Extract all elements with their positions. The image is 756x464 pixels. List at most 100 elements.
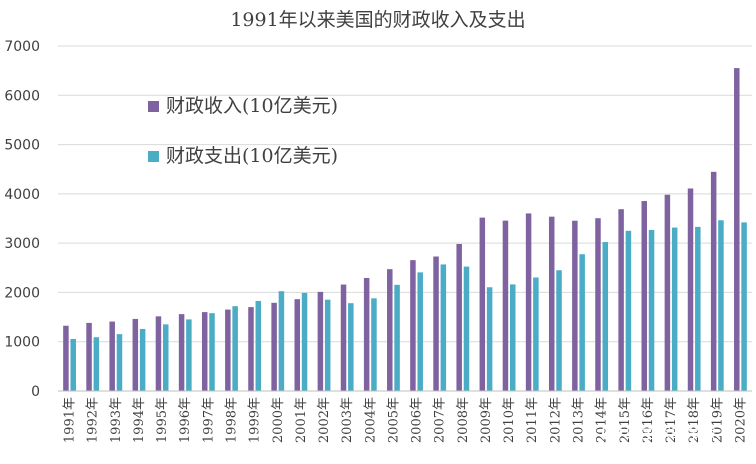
bar-expenditure-2000年 (278, 291, 285, 391)
x-tick-label: 2003年 (340, 397, 355, 443)
x-tick-label: 2001年 (294, 397, 309, 443)
y-tick-label: 7000 (4, 39, 40, 55)
x-tick-label: 2008年 (456, 397, 471, 443)
bar-expenditure-1998年 (232, 306, 238, 391)
bar-revenue-2003年 (340, 284, 347, 391)
x-tick-label: 1995年 (155, 397, 170, 443)
bar-expenditure-2010年 (510, 284, 516, 391)
x-tick-label: 1993年 (109, 397, 124, 443)
bar-revenue-2009年 (479, 217, 486, 391)
bar-revenue-2015年 (618, 209, 624, 391)
y-tick-label: 2000 (4, 285, 40, 301)
bar-expenditure-1999年 (255, 300, 262, 391)
bar-expenditure-1992年 (93, 337, 100, 391)
bar-revenue-1992年 (86, 322, 92, 391)
y-tick-label: 3000 (4, 236, 40, 252)
legend: 财政收入(10亿美元) 财政支出(10亿美元) (148, 95, 338, 167)
x-tick-label: 2009年 (479, 397, 494, 443)
x-tick-label: 2002年 (317, 397, 332, 443)
watermark-text: 财主家的余粮 (626, 424, 716, 442)
gridlines (58, 45, 752, 343)
bar-revenue-1998年 (225, 309, 231, 391)
y-tick-label: 0 (31, 384, 40, 400)
bar-expenditure-2007年 (440, 264, 447, 391)
x-tick-label: 2016年 (641, 397, 656, 443)
x-tick-label: 2007年 (433, 397, 448, 443)
bar-expenditure-1995年 (163, 324, 169, 391)
bar-expenditure-2004年 (371, 298, 377, 391)
legend-swatch (148, 101, 159, 112)
bar-expenditure-2015年 (625, 230, 632, 391)
bar-revenue-2017年 (664, 194, 671, 391)
x-tick-label: 1992年 (86, 397, 101, 443)
x-tick-label: 1996年 (178, 397, 193, 443)
bar-revenue-1999年 (248, 307, 254, 391)
bar-expenditure-2013年 (579, 254, 585, 391)
bar-expenditure-2019年 (718, 220, 724, 391)
x-tick-label: 1994年 (132, 397, 147, 443)
watermark: 财主家的余粮 (602, 422, 716, 442)
bar-expenditure-2005年 (394, 284, 400, 391)
bar-revenue-2011年 (525, 213, 532, 391)
x-tick-label: 2013年 (572, 397, 587, 443)
bars (63, 68, 747, 391)
bar-revenue-1996年 (178, 314, 185, 391)
legend-swatch (148, 151, 159, 162)
x-tick-label: 2012年 (548, 397, 563, 443)
bar-expenditure-2009年 (486, 287, 493, 391)
x-tick-label: 2019年 (710, 397, 725, 443)
bar-revenue-2019年 (710, 171, 717, 391)
x-tick-label: 2017年 (664, 397, 679, 443)
bar-expenditure-2001年 (301, 292, 308, 391)
bar-revenue-2006年 (410, 260, 416, 391)
bar-expenditure-2002年 (324, 299, 331, 391)
wechat-icon (602, 422, 622, 442)
bar-revenue-2014年 (595, 218, 601, 391)
bar-expenditure-2018年 (695, 226, 701, 391)
x-tick-label: 2018年 (687, 397, 702, 443)
bar-expenditure-2003年 (348, 303, 354, 391)
y-axis: 0 1000 2000 3000 4000 5000 6000 7000 (4, 39, 40, 400)
bar-expenditure-2012年 (556, 270, 562, 391)
bar-revenue-2002年 (317, 291, 324, 391)
bar-revenue-2018年 (687, 188, 694, 391)
y-tick-label: 1000 (4, 335, 40, 351)
bar-revenue-1991年 (63, 325, 69, 391)
bar-expenditure-2017年 (671, 227, 678, 391)
bar-revenue-2012年 (548, 216, 555, 391)
x-axis: 1991年 1992年 1993年 1994年 1995年 1996年 1997年 1998年… (63, 397, 749, 443)
bar-revenue-2000年 (271, 302, 277, 391)
bar-revenue-2016年 (641, 201, 647, 391)
bar-revenue-2010年 (502, 220, 509, 391)
x-tick-label: 2005年 (386, 397, 401, 443)
x-tick-label: 2010年 (502, 397, 517, 443)
x-tick-label: 2020年 (733, 397, 748, 443)
bar-expenditure-2011年 (533, 277, 539, 391)
bar-expenditure-1993年 (116, 334, 123, 391)
bar-expenditure-1991年 (70, 339, 76, 391)
bar-revenue-1994年 (132, 318, 139, 391)
x-tick-label: 1991年 (63, 397, 78, 443)
x-tick-label: 1998年 (225, 397, 240, 443)
bar-revenue-1993年 (109, 321, 115, 391)
legend-label: 财政支出(10亿美元) (166, 145, 338, 167)
y-tick-label: 4000 (4, 187, 40, 203)
bar-expenditure-2020年 (741, 222, 747, 391)
bar-revenue-1997年 (201, 312, 208, 391)
x-tick-label: 1997年 (201, 397, 216, 443)
bar-revenue-2007年 (433, 256, 439, 391)
bar-expenditure-2014年 (602, 242, 609, 391)
bar-expenditure-1997年 (209, 313, 215, 391)
bar-revenue-2001年 (294, 299, 300, 391)
x-tick-label: 2006年 (410, 397, 425, 443)
bar-revenue-2013年 (572, 220, 578, 391)
legend-label: 财政收入(10亿美元) (166, 95, 338, 117)
x-tick-label: 2011年 (525, 397, 540, 443)
bar-revenue-2008年 (456, 243, 462, 391)
bar-expenditure-2008年 (463, 266, 470, 391)
y-tick-label: 5000 (4, 138, 40, 154)
bar-revenue-2005年 (387, 269, 393, 391)
bar-expenditure-1996年 (186, 319, 192, 391)
y-tick-label: 6000 (4, 88, 40, 104)
